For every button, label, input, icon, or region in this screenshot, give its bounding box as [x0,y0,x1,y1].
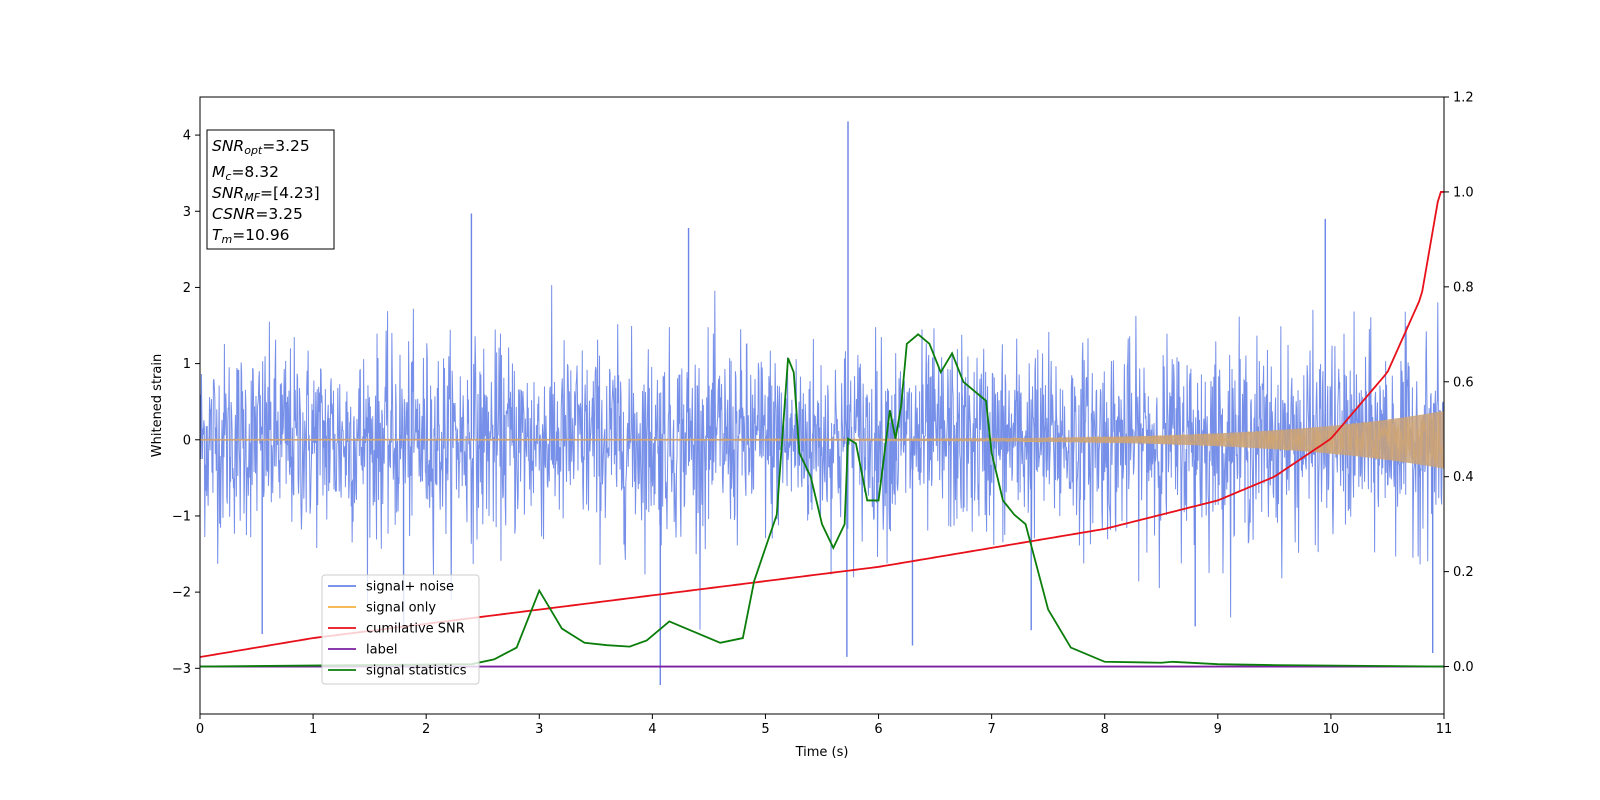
annotation-frame [206,129,335,250]
x-tick-label: 6 [874,722,882,737]
y-right-tick-label: 1.2 [1453,91,1474,106]
x-tick-label: 0 [196,722,204,737]
x-tick-label: 5 [761,722,769,737]
y-left-tick-label: −1 [172,509,191,524]
y-right-tick-label: 0.6 [1453,375,1474,390]
series-signal-noise-line [200,285,1444,630]
legend-label: label [366,643,397,658]
x-tick-label: 11 [1436,722,1453,737]
x-axis-label: Time (s) [795,745,849,760]
x-tick-label: 4 [648,722,656,737]
x-tick-label: 7 [987,722,995,737]
legend-label: signal statistics [366,664,467,679]
y-right-tick-label: 0.4 [1453,470,1474,485]
annotation-line: Tm=10.96 [212,226,290,246]
y-right-tick-label: 1.0 [1453,185,1474,200]
annotation-line: CSNR=3.25 [212,205,303,223]
y-axis-label: Whitened strain [150,354,165,457]
y-left-tick-label: 4 [183,129,191,144]
y-left-tick-label: 2 [183,281,191,296]
annotation-line: SNRMF=[4.23] [212,184,320,204]
plot-frame [199,96,1445,715]
legend-label: signal only [366,601,436,616]
y-left-tick-label: −3 [172,662,191,677]
x-tick-label: 2 [422,722,430,737]
y-right-tick-label: 0.2 [1453,565,1474,580]
x-tick-label: 1 [309,722,317,737]
annotation-line: SNRopt=3.25 [212,137,310,157]
x-tick-label: 10 [1323,722,1340,737]
y-left-tick-label: −2 [172,586,191,601]
series-signal-statistics-line [200,333,1444,668]
annotation-line: Mc=8.32 [212,163,279,183]
x-tick-label: 8 [1101,722,1109,737]
legend: signal+ noise signal only cumilative SNR la… [321,574,480,685]
legend-frame [321,574,480,685]
x-tick-label: 3 [535,722,543,737]
y-right-tick-label: 0.0 [1453,660,1474,675]
y-left-tick-label: 0 [183,433,191,448]
legend-label: signal+ noise [366,580,454,595]
legend-label: cumilative SNR [366,622,465,637]
plot-area [200,121,1444,686]
y-left-tick-label: 1 [183,357,191,372]
y-right-tick-label: 0.8 [1453,280,1474,295]
x-tick-label: 9 [1214,722,1222,737]
series-signal-only-envelope [200,410,1444,469]
y-left-tick-label: 3 [183,205,191,220]
